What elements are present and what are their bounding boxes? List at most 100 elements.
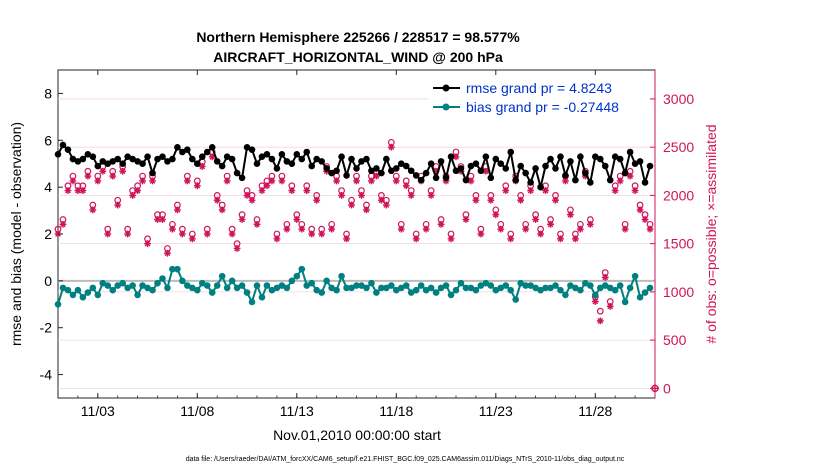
asterisk-stroke bbox=[632, 187, 638, 194]
bias-point bbox=[552, 282, 559, 289]
rmse-point bbox=[482, 153, 490, 160]
obs-assimilated-point bbox=[243, 192, 251, 199]
bias-point bbox=[243, 289, 251, 296]
rmse-point bbox=[363, 155, 370, 163]
rmse-point bbox=[601, 162, 609, 170]
bias-point bbox=[84, 289, 92, 296]
asterisk-stroke bbox=[348, 202, 355, 208]
asterisk-stroke bbox=[99, 168, 106, 175]
asterisk-stroke bbox=[398, 226, 405, 233]
bias-point bbox=[258, 293, 266, 301]
rmse-point bbox=[557, 153, 564, 160]
asterisk-stroke bbox=[368, 178, 375, 184]
asterisk-stroke bbox=[229, 231, 235, 237]
obs-assimilated-point bbox=[427, 192, 435, 199]
asterisk-stroke bbox=[473, 197, 479, 204]
bias-point bbox=[194, 286, 201, 294]
rmse-point bbox=[497, 160, 505, 168]
obs-assimilated-point bbox=[412, 235, 420, 243]
bias-point bbox=[328, 284, 335, 292]
obs-assimilated-point bbox=[303, 187, 311, 194]
rmse-point bbox=[517, 162, 524, 170]
bias-point bbox=[74, 286, 82, 294]
asterisk-stroke bbox=[269, 178, 275, 184]
obs-assimilated-point bbox=[368, 177, 375, 185]
obs-assimilated-point bbox=[293, 216, 301, 223]
bias-point bbox=[119, 279, 126, 287]
rmse-point bbox=[159, 153, 166, 160]
bias-point bbox=[94, 291, 102, 299]
rmse-point bbox=[303, 148, 311, 156]
rmse-point bbox=[54, 151, 62, 158]
bias-point bbox=[233, 284, 241, 292]
asterisk-stroke bbox=[617, 178, 624, 184]
asterisk-stroke bbox=[328, 226, 335, 233]
asterisk-stroke bbox=[532, 216, 539, 223]
asterisk-stroke bbox=[164, 250, 171, 257]
bias-point bbox=[368, 279, 375, 287]
chart-title-line2: AIRCRAFT_HORIZONTAL_WIND @ 200 hPa bbox=[213, 49, 503, 65]
rmse-point bbox=[407, 167, 415, 175]
bias-point bbox=[437, 284, 445, 292]
rmse-point bbox=[74, 158, 82, 165]
bias-point bbox=[303, 282, 311, 289]
obs-assimilated-point bbox=[373, 172, 380, 180]
asterisk-stroke bbox=[562, 178, 569, 184]
asterisk-stroke bbox=[388, 144, 395, 151]
rmse-point bbox=[646, 162, 654, 170]
rmse-point bbox=[626, 148, 634, 156]
bias-point bbox=[492, 286, 500, 294]
rmse-point bbox=[532, 165, 539, 172]
rmse-point bbox=[248, 146, 256, 153]
asterisk-stroke bbox=[338, 192, 345, 199]
rmse-point bbox=[293, 151, 301, 158]
rmse-point bbox=[417, 176, 425, 184]
asterisk-stroke bbox=[353, 178, 360, 184]
asterisk-stroke bbox=[318, 231, 325, 237]
obs-assimilated-point bbox=[164, 249, 171, 257]
bias-point bbox=[293, 272, 301, 280]
y-right-tick-label: 0 bbox=[663, 380, 671, 396]
rmse-point bbox=[567, 158, 574, 165]
rmse-point bbox=[243, 144, 251, 151]
obs-assimilated-point bbox=[437, 220, 445, 228]
legend-bias-marker bbox=[442, 103, 450, 111]
bias-point bbox=[154, 279, 161, 287]
rmse-point bbox=[432, 174, 440, 182]
rmse-point bbox=[164, 158, 171, 165]
obs-assimilated-point bbox=[552, 196, 559, 204]
rmse-point bbox=[273, 165, 281, 172]
obs-assimilated-point bbox=[517, 196, 525, 204]
rmse-point bbox=[154, 155, 161, 163]
rmse-point bbox=[203, 148, 211, 156]
bias-point bbox=[547, 284, 554, 292]
y-axis-left-label: rmse and bias (model - observation) bbox=[8, 122, 24, 346]
rmse-point bbox=[611, 153, 619, 160]
asterisk-stroke bbox=[274, 235, 280, 242]
obs-assimilated-point bbox=[268, 177, 276, 185]
asterisk-stroke bbox=[249, 197, 255, 204]
rmse-point bbox=[223, 153, 231, 160]
asterisk-stroke bbox=[408, 192, 415, 199]
obs-assimilated-point bbox=[124, 230, 132, 238]
asterisk-stroke bbox=[80, 187, 86, 194]
obs-assimilated-point bbox=[377, 196, 385, 204]
bias-point bbox=[577, 286, 584, 294]
asterisk-stroke bbox=[60, 221, 66, 228]
bias-point bbox=[144, 284, 151, 292]
rmse-point bbox=[348, 155, 355, 163]
bias-point bbox=[179, 277, 186, 285]
asterisk-stroke bbox=[567, 211, 574, 218]
asterisk-stroke bbox=[293, 216, 300, 223]
bias-point bbox=[522, 282, 529, 289]
bias-point bbox=[208, 289, 216, 296]
rmse-point bbox=[472, 160, 480, 168]
bias-point bbox=[134, 291, 141, 299]
asterisk-stroke bbox=[154, 216, 161, 223]
rmse-point bbox=[596, 155, 604, 163]
rmse-point bbox=[149, 169, 156, 177]
obs-assimilated-point bbox=[547, 220, 554, 228]
rmse-point bbox=[427, 160, 435, 168]
bias-point bbox=[189, 284, 196, 292]
bias-point bbox=[562, 291, 569, 299]
